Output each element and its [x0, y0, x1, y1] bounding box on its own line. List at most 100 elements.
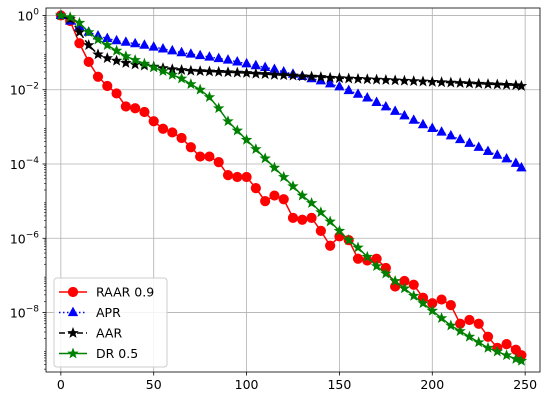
data-point-apr: [334, 80, 345, 91]
data-point-apr: [501, 152, 512, 163]
data-point-apr: [241, 57, 252, 68]
data-point-raar-0-9: [482, 331, 494, 342]
data-point-apr: [427, 122, 438, 132]
data-point-raar-0-9: [464, 314, 475, 326]
data-point-aar: [370, 73, 383, 85]
data-point-dr-0-5: [166, 68, 179, 80]
series-aar: [55, 9, 528, 91]
data-point-dr-0-5: [194, 83, 206, 95]
data-point-dr-0-5: [64, 11, 76, 23]
data-point-raar-0-9: [352, 253, 364, 264]
data-point-dr-0-5: [426, 304, 439, 316]
x-tick-label: 0: [57, 377, 65, 392]
legend-label-dr-0-5: DR 0.5: [96, 346, 138, 361]
data-point-apr: [436, 126, 447, 136]
data-point-aar: [231, 66, 244, 78]
data-point-dr-0-5: [212, 102, 225, 114]
data-point-dr-0-5: [138, 57, 151, 69]
x-tick-label: 200: [420, 377, 444, 392]
data-point-dr-0-5: [435, 312, 448, 324]
legend-label-apr: APR: [96, 305, 121, 320]
data-point-dr-0-5: [296, 189, 309, 201]
data-point-dr-0-5: [472, 336, 485, 348]
data-point-dr-0-5: [482, 341, 494, 353]
data-point-raar-0-9: [325, 240, 336, 251]
data-point-dr-0-5: [55, 9, 67, 21]
data-point-dr-0-5: [407, 289, 420, 301]
data-point-aar: [398, 74, 411, 86]
data-point-dr-0-5: [73, 16, 86, 28]
y-tick-label: 100: [17, 7, 39, 23]
data-point-raar-0-9: [139, 106, 150, 118]
series-dr-0-5: [55, 9, 528, 366]
data-point-dr-0-5: [324, 215, 336, 227]
data-point-dr-0-5: [101, 39, 114, 51]
data-point-raar-0-9: [148, 116, 159, 127]
data-point-dr-0-5: [287, 180, 299, 192]
legend: RAAR 0.9 APR AAR DR 0.5: [53, 277, 168, 368]
data-point-apr: [324, 77, 336, 88]
x-tick-label: 50: [146, 377, 162, 392]
data-point-raar-0-9: [222, 170, 234, 181]
y-tick-label: 10−6: [10, 230, 39, 246]
data-point-raar-0-9: [315, 225, 326, 236]
data-point-apr: [167, 44, 178, 55]
data-point-apr: [148, 41, 159, 51]
data-point-dr-0-5: [454, 325, 466, 337]
data-point-raar-0-9: [130, 103, 141, 114]
data-point-apr: [157, 43, 169, 53]
data-point-aar: [324, 71, 336, 83]
data-point-apr: [222, 54, 234, 64]
data-point-aar: [120, 56, 132, 68]
data-point-raar-0-9: [306, 212, 317, 223]
data-point-apr: [213, 52, 224, 63]
data-point-raar-0-9: [278, 194, 289, 205]
data-point-apr: [408, 114, 419, 124]
data-point-aar: [268, 68, 281, 80]
series-raar-0-9: [55, 10, 527, 361]
series-line-apr: [60, 14, 522, 169]
x-tick-label: 100: [235, 377, 259, 392]
legend-box: [53, 277, 168, 368]
data-point-aar: [389, 74, 401, 86]
data-point-aar: [417, 75, 429, 87]
legend-marker-raar-0-9: [67, 286, 79, 298]
data-point-aar: [212, 65, 225, 77]
data-point-apr: [204, 51, 215, 61]
data-point-aar: [175, 64, 188, 75]
data-point-raar-0-9: [83, 56, 94, 67]
data-point-dr-0-5: [240, 133, 253, 145]
data-point-raar-0-9: [74, 38, 85, 49]
data-point-aar: [185, 64, 197, 76]
data-point-apr: [399, 109, 410, 120]
data-point-raar-0-9: [241, 171, 252, 183]
data-point-raar-0-9: [204, 151, 215, 162]
data-point-dr-0-5: [491, 345, 504, 357]
data-point-raar-0-9: [232, 171, 243, 183]
data-point-apr: [176, 46, 187, 57]
data-point-aar: [73, 26, 86, 38]
data-point-raar-0-9: [92, 71, 104, 82]
data-point-raar-0-9: [436, 294, 447, 305]
data-point-apr: [482, 145, 494, 155]
data-point-aar: [296, 70, 309, 82]
data-point-aar: [101, 52, 114, 64]
data-point-dr-0-5: [110, 44, 123, 56]
data-point-dr-0-5: [342, 234, 355, 246]
data-point-aar: [407, 75, 420, 87]
data-point-apr: [232, 56, 243, 66]
data-point-apr: [194, 49, 206, 60]
data-point-raar-0-9: [176, 132, 187, 144]
data-point-dr-0-5: [157, 65, 169, 77]
data-point-apr: [454, 133, 466, 144]
data-point-raar-0-9: [260, 196, 271, 207]
legend-marker-dr-0-5: [67, 347, 79, 359]
data-point-apr: [362, 92, 373, 102]
data-point-dr-0-5: [515, 354, 528, 366]
data-point-raar-0-9: [213, 157, 224, 168]
data-point-dr-0-5: [333, 224, 346, 236]
data-point-dr-0-5: [120, 50, 132, 62]
data-point-aar: [315, 71, 327, 82]
data-point-apr: [343, 84, 354, 95]
data-point-aar: [92, 48, 104, 60]
